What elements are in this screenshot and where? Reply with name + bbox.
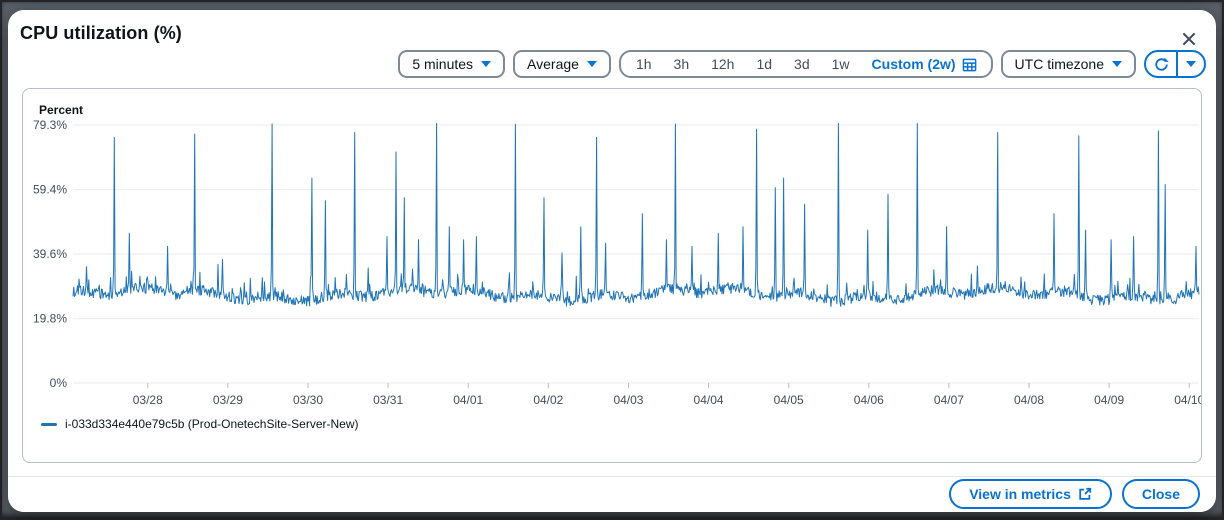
x-tick-label: 04/02 bbox=[533, 393, 563, 407]
time-range-items: 1h3h12h1d3d1w bbox=[625, 52, 861, 76]
y-tick-label: 19.8% bbox=[33, 312, 67, 326]
close-footer-button[interactable]: Close bbox=[1122, 479, 1200, 509]
legend-series-label[interactable]: i-033d334e440e79c5b (Prod-OnetechSite-Se… bbox=[65, 417, 359, 431]
chart-toolbar: 5 minutes Average 1h3h12h1d3d1w Custom (… bbox=[8, 48, 1216, 78]
page-title: CPU utilization (%) bbox=[20, 23, 182, 43]
close-footer-label: Close bbox=[1142, 486, 1180, 502]
timezone-dropdown-value: UTC timezone bbox=[1015, 56, 1104, 72]
period-dropdown[interactable]: 5 minutes bbox=[398, 50, 505, 78]
refresh-button[interactable] bbox=[1146, 52, 1178, 76]
x-tick-label: 04/07 bbox=[934, 393, 964, 407]
chevron-down-icon bbox=[1186, 61, 1196, 67]
legend-series-dash bbox=[41, 423, 57, 426]
cpu-utilization-chart[interactable]: 79.3% 59.4% 39.6% 19.8% 0% 03/28 03/29 03/30 03/… bbox=[31, 117, 1202, 411]
time-range-12h[interactable]: 12h bbox=[700, 52, 745, 76]
time-range-1h[interactable]: 1h bbox=[625, 52, 663, 76]
close-icon bbox=[1180, 30, 1198, 48]
x-tick-label: 04/03 bbox=[613, 393, 643, 407]
view-in-metrics-button[interactable]: View in metrics bbox=[949, 479, 1112, 509]
chart-card: Percent 79.3% 59.4% 39.6% 19.8% 0% 03/28 03/29… bbox=[22, 88, 1202, 463]
time-range-1w[interactable]: 1w bbox=[821, 52, 861, 76]
time-range-1d[interactable]: 1d bbox=[745, 52, 783, 76]
chevron-down-icon bbox=[587, 61, 597, 67]
x-tick-label: 03/29 bbox=[213, 393, 243, 407]
timezone-dropdown[interactable]: UTC timezone bbox=[1001, 50, 1136, 78]
period-dropdown-value: 5 minutes bbox=[412, 56, 473, 72]
modal-footer: View in metrics Close bbox=[8, 476, 1216, 512]
refresh-icon bbox=[1154, 57, 1169, 72]
x-tick-label: 03/28 bbox=[133, 393, 163, 407]
y-tick-label: 79.3% bbox=[33, 118, 67, 132]
x-tick-label: 04/10 bbox=[1174, 393, 1202, 407]
x-tick-label: 03/31 bbox=[373, 393, 403, 407]
y-tick-label: 0% bbox=[50, 376, 68, 390]
y-axis-title: Percent bbox=[39, 103, 1195, 117]
calendar-icon bbox=[962, 57, 977, 72]
x-tick-label: 04/09 bbox=[1094, 393, 1124, 407]
view-in-metrics-label: View in metrics bbox=[969, 486, 1071, 502]
x-tick-label: 04/01 bbox=[453, 393, 483, 407]
close-button[interactable] bbox=[1176, 26, 1202, 52]
refresh-options-button[interactable] bbox=[1178, 52, 1204, 76]
time-range-3h[interactable]: 3h bbox=[663, 52, 701, 76]
cpu-utilization-modal: CPU utilization (%) 5 minutes Average 1h… bbox=[8, 10, 1216, 512]
statistic-dropdown-value: Average bbox=[527, 56, 579, 72]
x-tick-label: 04/08 bbox=[1014, 393, 1044, 407]
time-range-segmented-control: 1h3h12h1d3d1w Custom (2w) bbox=[619, 50, 993, 78]
screen-backdrop: CPU utilization (%) 5 minutes Average 1h… bbox=[0, 0, 1224, 520]
chart-legend: i-033d334e440e79c5b (Prod-OnetechSite-Se… bbox=[41, 417, 1195, 431]
refresh-split-button bbox=[1144, 50, 1206, 78]
external-link-icon bbox=[1078, 487, 1092, 501]
modal-header: CPU utilization (%) bbox=[8, 10, 1216, 48]
custom-range-label: Custom (2w) bbox=[872, 56, 956, 72]
statistic-dropdown[interactable]: Average bbox=[513, 50, 611, 78]
y-tick-label: 59.4% bbox=[33, 183, 67, 197]
chevron-down-icon bbox=[481, 61, 491, 67]
x-tick-label: 04/04 bbox=[694, 393, 724, 407]
x-tick-label: 04/06 bbox=[854, 393, 884, 407]
chevron-down-icon bbox=[1112, 61, 1122, 67]
x-tick-label: 03/30 bbox=[293, 393, 323, 407]
time-range-3d[interactable]: 3d bbox=[783, 52, 821, 76]
x-tick-label: 04/05 bbox=[774, 393, 804, 407]
y-tick-label: 39.6% bbox=[33, 247, 67, 261]
series-line bbox=[73, 123, 1199, 306]
time-range-custom-button[interactable]: Custom (2w) bbox=[861, 52, 987, 76]
